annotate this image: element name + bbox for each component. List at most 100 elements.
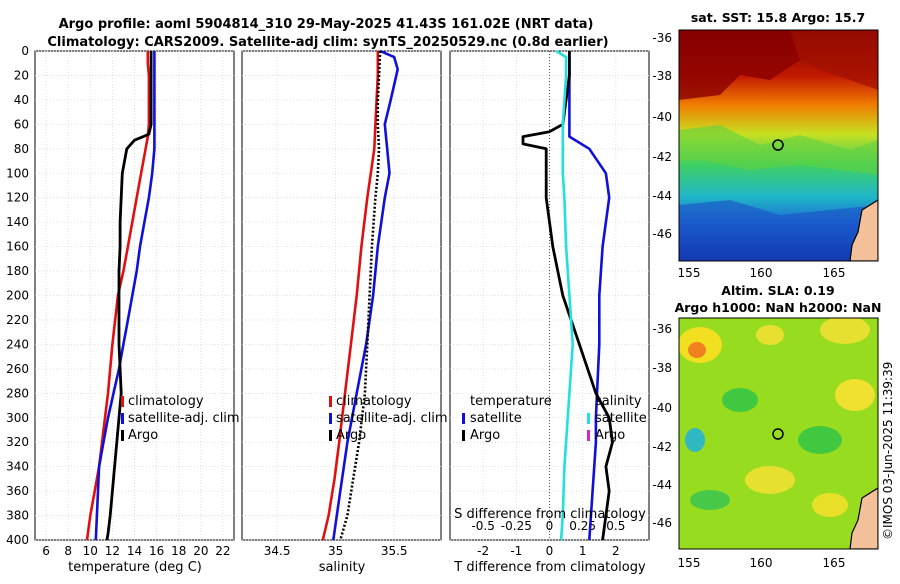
- ytick-label: 80: [14, 142, 29, 156]
- temperature-legend: climatology satellite-adj. clim Argo: [121, 394, 240, 443]
- title-line-1: Argo profile: aoml 5904814_310 29-May-20…: [59, 17, 594, 32]
- temperature-xlabel: temperature (deg C): [68, 560, 202, 575]
- sst-ytick: -38: [652, 69, 672, 83]
- series-satellite-adj-clim: [332, 49, 400, 541]
- legend-label-satellite: satellite-adj. clim: [128, 411, 240, 426]
- series-t-satellite: [568, 51, 611, 541]
- ytick-label: 100: [6, 166, 29, 180]
- sst-ytick: -42: [652, 150, 672, 164]
- sst-warm-patch-east: [790, 30, 878, 90]
- sla-map-yticks: -36 -38 -40 -42 -44 -46: [652, 322, 672, 530]
- legend-swatch-satellite: [121, 413, 124, 424]
- sla-ytick: -40: [652, 401, 672, 415]
- xtick-label: 34.5: [264, 544, 291, 558]
- ytick-label: 20: [14, 68, 29, 82]
- salinity-legend: climatology satellite-adj. clim Argo: [329, 394, 448, 443]
- sla-ytick: -38: [652, 361, 672, 375]
- legend-label-t-argo: Argo: [470, 428, 500, 443]
- xtick-label: 6: [42, 544, 50, 558]
- xtick-label: 35.5: [381, 544, 408, 558]
- series-climatology: [321, 51, 380, 541]
- series-argo: [339, 50, 382, 541]
- ytick-label: 320: [6, 435, 29, 449]
- legend-swatch-s-satellite: [587, 413, 590, 424]
- series-satellite-adj-clim: [94, 51, 156, 541]
- ytick-label: 300: [6, 411, 29, 425]
- ytick-label: 360: [6, 484, 29, 498]
- sla-blob: [745, 466, 795, 494]
- legend-title-temperature: temperature: [470, 394, 552, 409]
- title-line-2: Climatology: CARS2009. Satellite-adj cli…: [47, 35, 608, 50]
- sst-coastline: [849, 199, 878, 261]
- ytick-label: 0: [21, 44, 29, 58]
- xtick-label: 35: [328, 544, 343, 558]
- ytick-label: 160: [6, 240, 29, 254]
- xtick-label: 8: [64, 544, 72, 558]
- sst-ytick: -36: [652, 31, 672, 45]
- sst-cold-band: [679, 200, 878, 261]
- sla-xtick: 160: [750, 556, 773, 570]
- xtick-label: 20: [193, 544, 208, 558]
- ytick-label: 180: [6, 264, 29, 278]
- sla-low-blob: [685, 428, 705, 452]
- sst-warm-patch: [679, 30, 800, 100]
- sst-xtick: 155: [678, 266, 701, 280]
- sst-ytick: -46: [652, 227, 672, 241]
- legend-label-t-satellite: satellite: [470, 411, 522, 426]
- xtick-label: -1: [510, 544, 522, 558]
- xtick-label: 1: [579, 544, 587, 558]
- xtick-label: 12: [105, 544, 120, 558]
- sla-ytick: -36: [652, 322, 672, 336]
- salinity-xlabel: salinity: [319, 560, 366, 575]
- sla-map-xticks: 155 160 165: [678, 556, 846, 570]
- difference-legend: temperature satellite Argo salinity sate…: [462, 394, 647, 443]
- ytick-label: 380: [6, 509, 29, 523]
- legend-swatch-climatology: [329, 396, 332, 407]
- sst-ytick: -40: [652, 110, 672, 124]
- sla-map: [679, 318, 878, 549]
- xtick-label: 18: [171, 544, 186, 558]
- xtick-label: 2: [612, 544, 620, 558]
- legend-title-salinity: salinity: [595, 394, 642, 409]
- legend-swatch-argo: [329, 430, 332, 441]
- legend-label-s-argo: Argo: [595, 428, 625, 443]
- series-argo: [105, 51, 153, 541]
- difference-xlabel: T difference from climatology: [453, 560, 646, 575]
- sla-blob: [812, 493, 848, 517]
- sla-xtick: 165: [823, 556, 846, 570]
- legend-swatch-satellite: [329, 413, 332, 424]
- xtick-label: 0: [546, 544, 554, 558]
- sst-argo-marker: [772, 139, 784, 151]
- sst-xtick: 160: [750, 266, 773, 280]
- ytick-label: 340: [6, 460, 29, 474]
- sla-map-title-1: Altim. SLA: 0.19: [721, 283, 834, 298]
- sla-blob: [722, 388, 758, 412]
- sla-map-title-2: Argo h1000: NaN h2000: NaN: [675, 300, 882, 315]
- sst-map-title: sat. SST: 15.8 Argo: 15.7: [691, 10, 865, 25]
- ytick-label: 120: [6, 191, 29, 205]
- sst-xtick: 165: [823, 266, 846, 280]
- sst-map-xticks: 155 160 165: [678, 266, 846, 280]
- sst-map: [679, 30, 878, 261]
- xtick2-label: -0.25: [501, 519, 532, 533]
- legend-swatch-t-satellite: [462, 413, 465, 424]
- ytick-label: 260: [6, 362, 29, 376]
- sst-map-frame: [678, 29, 879, 262]
- legend-label-climatology: climatology: [128, 394, 204, 409]
- legend-label-satellite: satellite-adj. clim: [336, 411, 448, 426]
- ytick-label: 240: [6, 337, 29, 351]
- difference-xlabel-salinity: S difference from climatology: [454, 507, 646, 522]
- legend-label-argo: Argo: [128, 428, 158, 443]
- sla-argo-marker: [772, 428, 784, 440]
- sst-map-yticks: -36 -38 -40 -42 -44 -46: [652, 31, 672, 241]
- xtick-label: 16: [149, 544, 164, 558]
- sla-ytick: -42: [652, 440, 672, 454]
- ytick-label: 60: [14, 117, 29, 131]
- sla-xtick: 155: [678, 556, 701, 570]
- xtick-label: 22: [215, 544, 230, 558]
- legend-swatch-s-argo: [587, 430, 590, 441]
- sla-ytick: -44: [652, 478, 672, 492]
- sla-ytick: -46: [652, 516, 672, 530]
- legend-label-s-satellite: satellite: [595, 411, 647, 426]
